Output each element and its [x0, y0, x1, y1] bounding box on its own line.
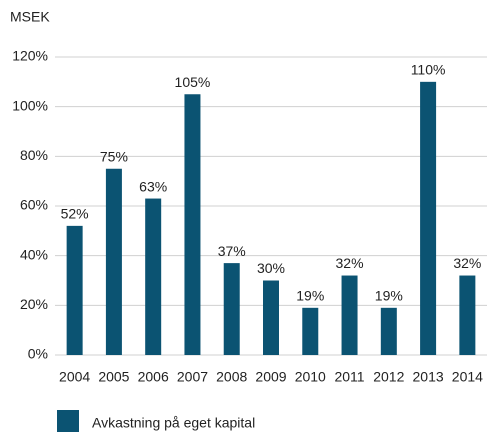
bar: [302, 307, 319, 355]
legend-swatch: [57, 410, 79, 432]
data-label: 52%: [61, 206, 89, 222]
y-tick-label: 120%: [12, 48, 48, 64]
y-tick-label: 40%: [20, 246, 48, 262]
data-label: 32%: [336, 255, 364, 271]
data-label: 75%: [100, 148, 128, 164]
data-label: 32%: [453, 255, 481, 271]
data-label: 19%: [375, 288, 403, 304]
bar: [263, 280, 279, 355]
y-tick-label: 0%: [28, 346, 48, 362]
x-tick-label: 2005: [98, 369, 129, 385]
x-tick-label: 2009: [255, 369, 286, 385]
data-label: 30%: [257, 260, 285, 276]
data-label: 110%: [411, 62, 446, 78]
bar: [223, 263, 240, 355]
x-tick-label: 2013: [413, 369, 444, 385]
y-axis-label: MSEK: [10, 9, 50, 25]
data-label: 37%: [218, 243, 246, 259]
bar: [184, 94, 201, 355]
x-tick-label: 2008: [216, 369, 247, 385]
y-tick-label: 20%: [20, 296, 48, 312]
bar: [66, 225, 83, 355]
y-tick-label: 100%: [12, 97, 48, 113]
x-tick-label: 2011: [334, 369, 364, 385]
y-tick-label: 80%: [20, 147, 48, 163]
legend-label: Avkastning på eget kapital: [92, 415, 255, 431]
data-label: 63%: [139, 178, 167, 194]
bar: [105, 168, 122, 355]
x-tick-label: 2006: [138, 369, 169, 385]
bar: [420, 81, 437, 355]
y-tick-label: 60%: [20, 197, 48, 213]
data-label: 105%: [175, 74, 211, 90]
bar: [341, 275, 358, 355]
x-tick-label: 2014: [452, 369, 483, 385]
x-tick-label: 2007: [177, 369, 208, 385]
bar: [380, 307, 397, 355]
data-label: 19%: [296, 288, 324, 304]
x-tick-label: 2012: [373, 369, 404, 385]
x-tick-label: 2004: [59, 369, 90, 385]
bar: [145, 198, 162, 355]
x-tick-label: 2010: [295, 369, 326, 385]
bar: [459, 275, 476, 355]
